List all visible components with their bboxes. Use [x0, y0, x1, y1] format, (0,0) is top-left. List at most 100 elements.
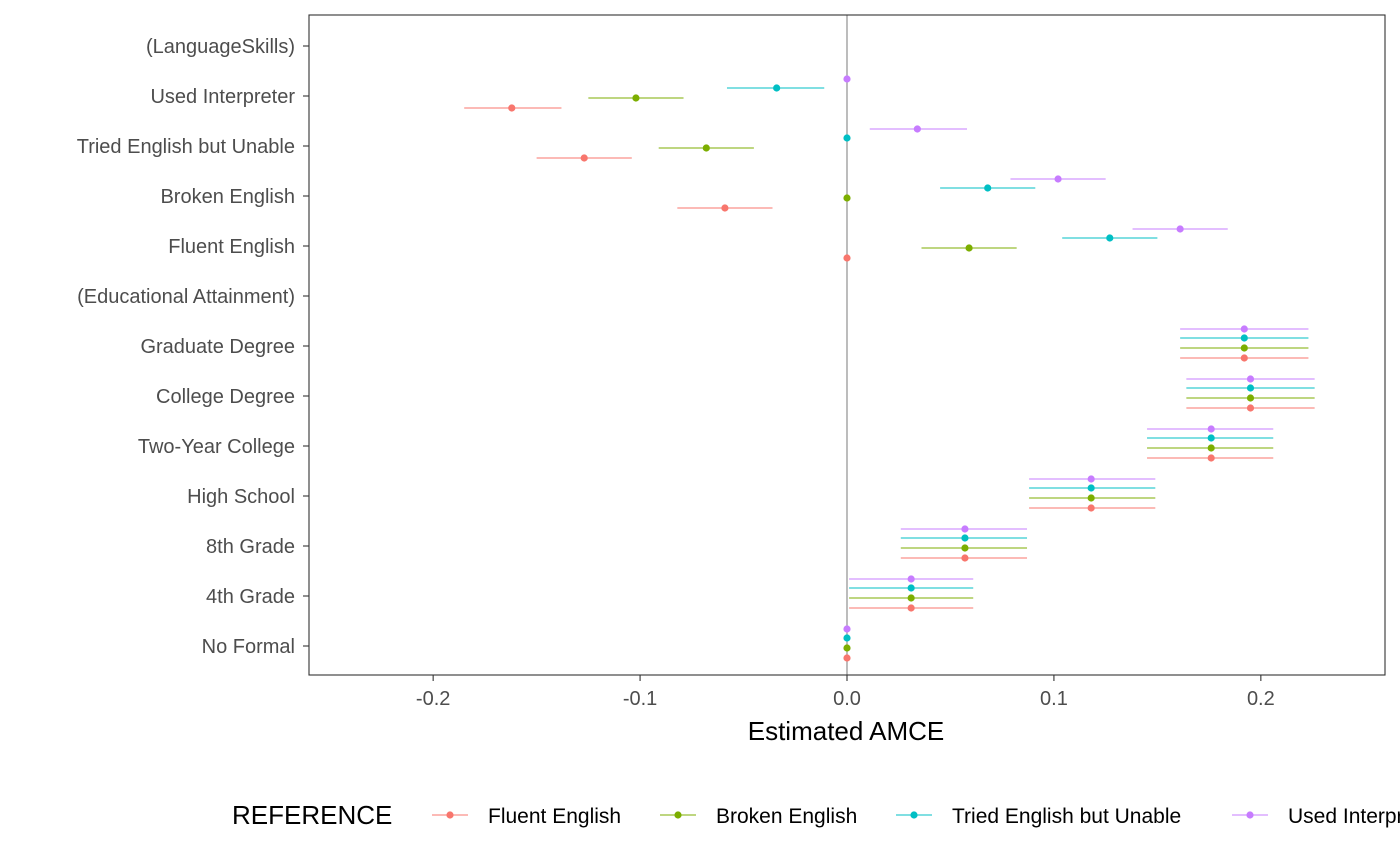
estimate-point	[1029, 504, 1156, 512]
x-tick-label: 0.1	[1040, 688, 1068, 710]
estimate-point	[1186, 404, 1315, 412]
estimate-point	[843, 654, 851, 662]
point-marker	[913, 125, 921, 133]
estimate-point	[1180, 325, 1309, 333]
estimate-point	[677, 204, 773, 212]
estimate-point	[843, 254, 851, 262]
estimate-point	[1029, 494, 1156, 502]
y-tick-label: (LanguageSkills)	[146, 36, 295, 58]
estimate-point	[1062, 234, 1158, 242]
estimate-point	[921, 244, 1017, 252]
y-tick-label: Two-Year College	[138, 436, 295, 458]
legend-label: Used Interpreter	[1288, 805, 1400, 828]
point-marker	[1207, 444, 1215, 452]
estimate-point	[1147, 434, 1274, 442]
x-tick-label: -0.1	[623, 688, 657, 710]
estimate-point	[1132, 225, 1228, 233]
point-marker	[580, 154, 588, 162]
estimate-point	[1029, 484, 1156, 492]
estimate-point	[843, 134, 851, 142]
estimate-point	[940, 184, 1036, 192]
point-marker	[1087, 494, 1095, 502]
point-marker	[1246, 384, 1255, 392]
point-marker	[843, 75, 851, 83]
legend-item: Fluent English	[432, 805, 621, 828]
estimate-point	[658, 144, 754, 152]
y-tick-label: Graduate Degree	[140, 336, 295, 358]
x-tick-label: -0.2	[416, 688, 450, 710]
point-marker	[1207, 454, 1215, 462]
estimate-point	[849, 594, 974, 602]
point-marker	[1240, 354, 1248, 362]
point-marker	[843, 134, 851, 142]
point-marker	[773, 84, 781, 92]
point-marker	[632, 94, 640, 102]
point-marker	[1207, 434, 1215, 442]
y-tick-label: College Degree	[156, 386, 295, 408]
y-tick-label: (Educational Attainment)	[77, 286, 295, 308]
point-marker	[843, 194, 851, 202]
point-marker	[1246, 404, 1255, 412]
y-tick-label: 8th Grade	[206, 536, 295, 558]
point-marker	[1207, 425, 1215, 433]
estimate-point	[1180, 354, 1309, 362]
estimate-point	[536, 154, 632, 162]
point-marker	[984, 184, 992, 192]
point-marker	[1240, 344, 1248, 352]
legend-key-point	[910, 811, 918, 819]
estimate-point	[900, 534, 1028, 542]
point-marker	[907, 575, 915, 583]
estimate-point	[843, 634, 851, 642]
estimate-point	[843, 194, 851, 202]
estimate-point	[1147, 425, 1274, 433]
estimate-point	[843, 644, 851, 652]
estimate-point	[1147, 444, 1274, 452]
y-tick-label: Tried English but Unable	[77, 136, 295, 158]
legend-item: Broken English	[660, 805, 857, 828]
y-axis: (LanguageSkills) Used Interpreter Tried En…	[77, 36, 309, 658]
point-marker	[1240, 334, 1248, 342]
legend-title: REFERENCE	[232, 800, 392, 830]
plot-layer	[464, 15, 1315, 675]
estimate-point	[726, 84, 825, 92]
point-marker	[961, 525, 969, 533]
estimate-point	[869, 125, 968, 133]
point-marker	[1087, 484, 1095, 492]
y-tick-label: Used Interpreter	[150, 86, 295, 108]
estimate-point	[849, 575, 974, 583]
point-marker	[843, 654, 851, 662]
estimate-point	[849, 584, 974, 592]
point-marker	[508, 104, 516, 112]
point-marker	[843, 254, 851, 262]
point-marker	[843, 625, 851, 633]
point-marker	[702, 144, 710, 152]
point-marker	[1087, 475, 1095, 483]
point-marker	[961, 544, 969, 552]
point-marker	[907, 594, 915, 602]
x-axis-title: Estimated AMCE	[748, 716, 945, 746]
legend-item: Tried English but Unable	[896, 805, 1181, 828]
y-tick-label: No Formal	[202, 636, 295, 658]
legend-key-point	[1246, 811, 1254, 819]
estimate-point	[588, 94, 684, 102]
legend: REFERENCE Fluent English Broken English Tr…	[232, 800, 1400, 830]
estimate-point	[1186, 384, 1315, 392]
point-marker	[843, 644, 851, 652]
point-marker	[961, 534, 969, 542]
estimate-point	[900, 554, 1028, 562]
point-marker	[907, 604, 915, 612]
point-marker	[1176, 225, 1184, 233]
estimate-point	[849, 604, 974, 612]
point-marker	[961, 554, 969, 562]
legend-label: Fluent English	[488, 805, 621, 828]
legend-label: Broken English	[716, 805, 857, 828]
estimate-point	[900, 525, 1028, 533]
point-marker	[843, 634, 851, 642]
point-marker	[1240, 325, 1248, 333]
legend-key-point	[446, 811, 454, 819]
estimate-point	[1147, 454, 1274, 462]
estimate-point	[1029, 475, 1156, 483]
estimate-point	[843, 625, 851, 633]
